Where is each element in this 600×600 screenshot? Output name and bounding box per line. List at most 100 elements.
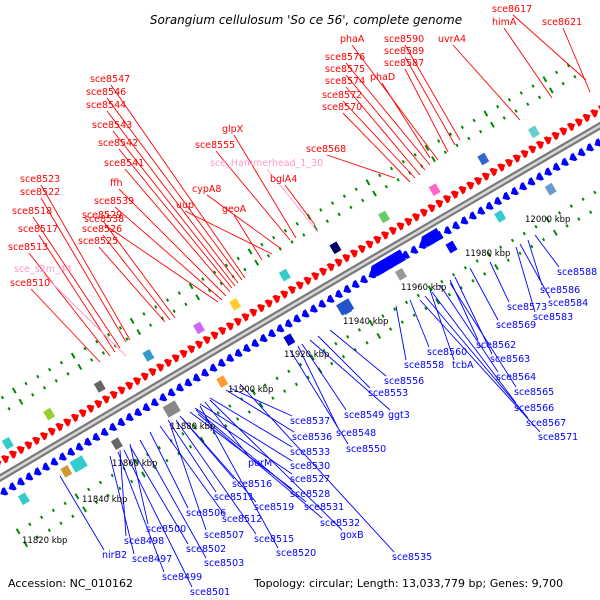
forward-gene [442, 195, 451, 204]
gene-label: phaD [370, 72, 395, 83]
label-leader-line [489, 261, 510, 303]
label-leader-line [345, 74, 426, 171]
track-tick [271, 396, 275, 400]
track-tick [118, 326, 122, 330]
forward-gene [543, 136, 552, 145]
reverse-gene [460, 216, 469, 225]
forward-gene [156, 363, 165, 372]
colored-feature [283, 333, 296, 347]
track-tick [548, 87, 554, 94]
forward-gene [24, 441, 33, 450]
track-tick [416, 293, 420, 298]
label-leader-line [181, 417, 257, 503]
forward-gene [450, 190, 459, 199]
track-tick [101, 351, 106, 355]
label-leader-line [129, 443, 149, 525]
gene-label: sce8583 [533, 312, 573, 323]
reverse-gene [0, 487, 9, 496]
colored-feature [494, 210, 507, 223]
label-leader-line [40, 184, 131, 341]
gene-label: sce8528 [290, 489, 330, 500]
track-tick [531, 84, 535, 88]
track-tick [384, 184, 388, 189]
kbp-tick-label: 11880 kbp [170, 422, 215, 432]
forward-gene [349, 249, 358, 258]
label-leader-line [431, 291, 517, 404]
track-tick [577, 217, 581, 221]
gene-label: sce8539 [94, 196, 134, 207]
gene-label: sce8519 [254, 502, 294, 513]
gene-label: sce8501 [190, 587, 230, 598]
reverse-gene [301, 309, 310, 318]
label-leader-line [124, 168, 231, 293]
label-leader-line [209, 397, 293, 448]
forward-gene [311, 272, 320, 281]
track-tick [389, 166, 394, 171]
label-leader-line [110, 84, 246, 279]
label-leader-line [512, 14, 587, 81]
track-tick [247, 410, 251, 414]
track-tick [106, 493, 110, 498]
forward-gene [194, 340, 203, 349]
label-leader-line [118, 188, 227, 297]
track-tick [181, 431, 185, 436]
gene-label: sce8503 [204, 558, 244, 569]
track-tick [502, 116, 506, 120]
gene-label: sce8522 [20, 187, 60, 198]
track-tick [401, 159, 405, 164]
colored-feature [193, 321, 205, 335]
track-tick [534, 224, 538, 229]
label-leader-line [119, 449, 127, 537]
track-tick [322, 348, 326, 353]
track-tick [283, 389, 287, 394]
reverse-gene [268, 328, 277, 338]
label-leader-line [309, 339, 391, 411]
reverse-gene [293, 314, 302, 323]
track-tick [447, 292, 452, 297]
track-tick [565, 224, 569, 228]
reverse-gene [142, 402, 151, 412]
reverse-gene [184, 378, 193, 387]
label-leader-line [404, 56, 456, 146]
forward-gene [101, 395, 110, 404]
forward-gene [1, 455, 10, 464]
gene-label: sce8530 [290, 461, 330, 472]
track-tick [475, 259, 479, 263]
gene-label: sce8513 [8, 242, 48, 253]
forward-gene [78, 409, 87, 418]
label-leader-line [104, 224, 219, 303]
forward-gene [94, 400, 103, 409]
forward-gene [559, 127, 568, 136]
gene-label: sce8570 [322, 102, 362, 113]
track-tick [455, 143, 459, 148]
gene-label: uup [176, 200, 194, 211]
track-tick [298, 362, 303, 367]
gene-label: sce8575 [325, 64, 365, 75]
genome-backbone [0, 121, 600, 483]
track-tick [545, 216, 551, 223]
label-leader-line [419, 299, 541, 433]
forward-gene [380, 231, 389, 240]
gene-label: sce8549 [344, 410, 384, 421]
track-tick [18, 398, 24, 405]
gene-label: sce8586 [540, 285, 580, 296]
reverse-gene [159, 393, 168, 402]
gene-label: sce8548 [336, 428, 376, 439]
track-tick [199, 436, 205, 443]
label-leader-line [229, 387, 293, 417]
label-leader-line [233, 134, 297, 239]
reverse-gene [343, 284, 352, 294]
forward-gene [497, 163, 506, 172]
reverse-gene [25, 472, 34, 481]
reverse-gene [259, 333, 268, 343]
track-tick [188, 444, 193, 449]
track-tick [467, 136, 471, 141]
track-tick [59, 360, 64, 365]
label-leader-line [404, 68, 449, 153]
track-tick [70, 352, 76, 359]
track-tick [522, 231, 526, 236]
gene-label: sce8567 [526, 418, 566, 429]
track-tick [483, 272, 487, 276]
forward-gene [241, 313, 250, 322]
